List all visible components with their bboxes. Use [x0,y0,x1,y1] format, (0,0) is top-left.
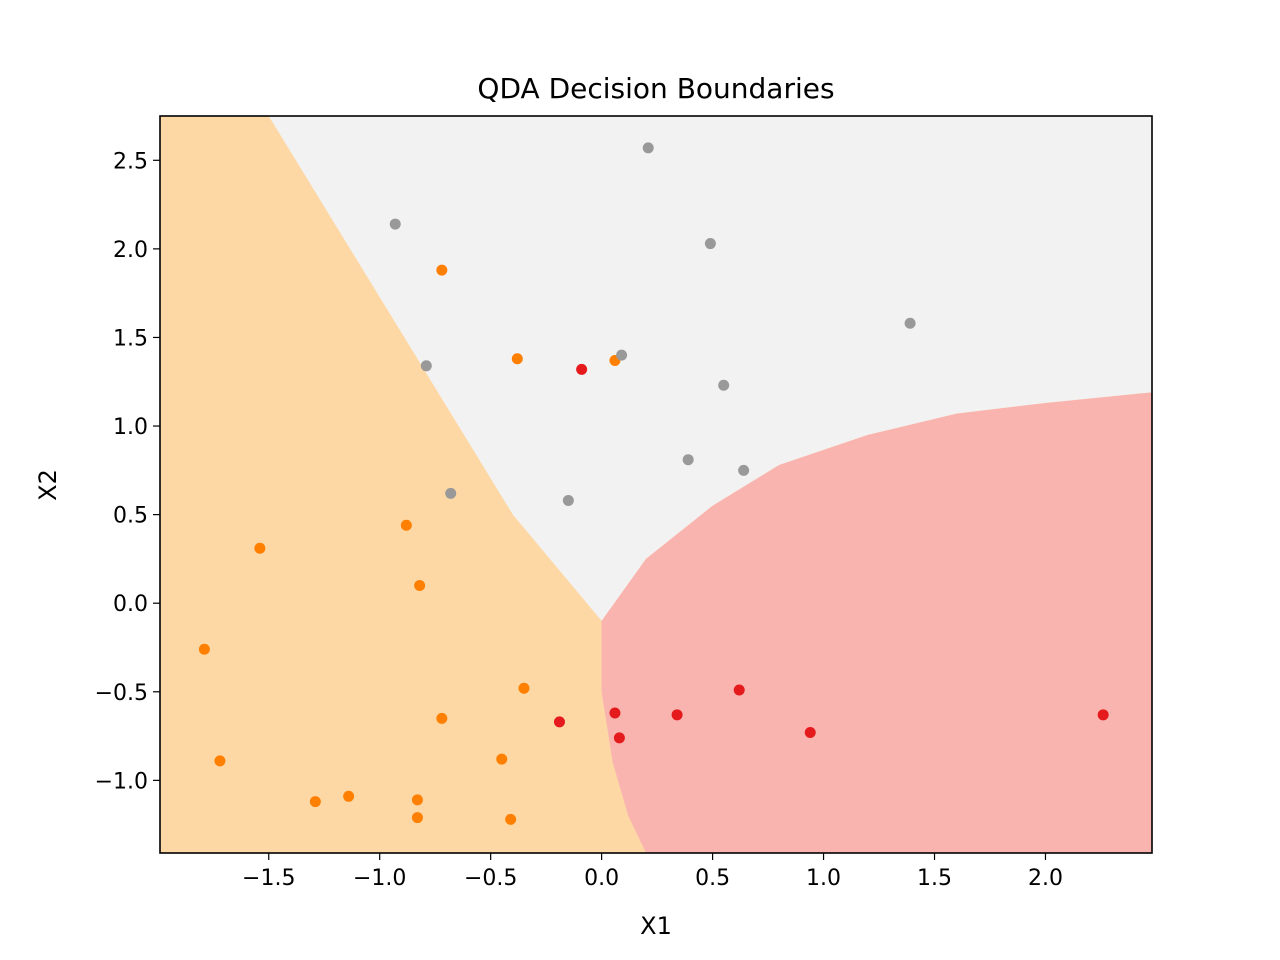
y-tick-label: −0.5 [95,681,148,706]
data-point [738,464,750,476]
data-point [904,317,916,329]
data-point [411,812,423,824]
data-point [198,643,210,655]
y-tick-label: −1.0 [95,769,148,794]
x-tick-label: 1.0 [806,866,841,891]
y-tick-label: 1.5 [113,326,148,351]
y-tick-label: 0.5 [113,504,148,529]
data-point [436,264,448,276]
x-tick-label: 1.5 [917,866,952,891]
data-point [309,796,321,808]
x-tick-label: −1.5 [242,866,295,891]
y-tick-label: 0.0 [113,592,148,617]
x-tick-label: 2.0 [1028,866,1063,891]
data-point [411,794,423,806]
data-point [609,707,621,719]
plot-frame [159,115,1153,854]
data-point [400,519,412,531]
x-tick-label: 0.0 [584,866,619,891]
y-axis-ticks: −1.0 −0.5 0.0 0.5 1.0 1.5 2.0 2.5 [95,149,160,794]
data-point [576,363,588,375]
data-point [496,753,508,765]
data-point [733,684,745,696]
data-point [682,454,694,466]
x-tick-label: −0.5 [464,866,517,891]
data-point [389,218,401,230]
data-point [343,790,355,802]
region-gray [268,116,1152,621]
x-axis-ticks: −1.5 −1.0 −0.5 0.0 0.5 1.0 1.5 2.0 [242,853,1063,891]
data-point [254,542,266,554]
data-point [1097,709,1109,721]
y-tick-label: 2.5 [113,149,148,174]
x-tick-label: −1.0 [353,866,406,891]
x-tick-label: 0.5 [695,866,730,891]
data-point [704,238,716,250]
data-point [671,709,683,721]
y-tick-label: 2.0 [113,238,148,263]
data-point [613,732,625,744]
data-point [804,727,816,739]
data-point [214,755,226,767]
data-point [414,579,426,591]
x-axis-label: X1 [640,912,672,940]
y-tick-label: 1.0 [113,415,148,440]
data-point [553,716,565,728]
data-point [718,379,730,391]
data-point [511,353,523,365]
y-axis-label: X2 [34,469,62,501]
data-point [616,349,628,361]
data-point [436,712,448,724]
data-point [420,360,432,372]
data-point [505,813,517,825]
data-point [642,142,654,154]
decision-regions [160,116,1152,853]
region-red [601,392,1152,853]
data-point [518,682,530,694]
data-point [445,487,457,499]
data-points [198,142,1109,825]
data-point [562,494,574,506]
chart-title: QDA Decision Boundaries [477,72,834,105]
